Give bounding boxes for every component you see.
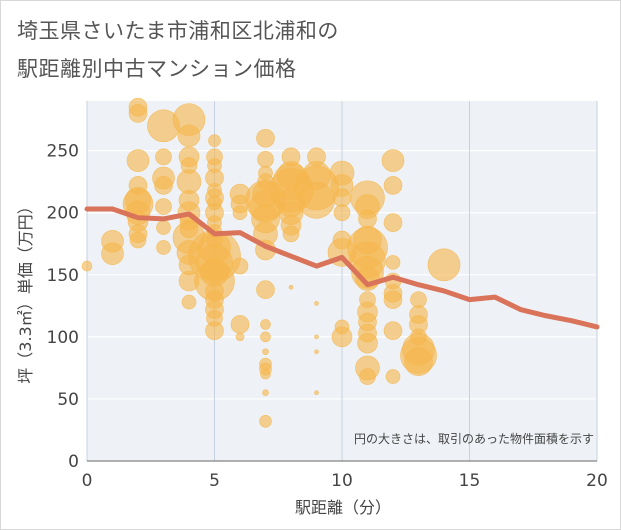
x-tick-label: 15	[459, 471, 481, 491]
data-bubble	[427, 248, 461, 282]
data-bubble	[298, 182, 335, 219]
data-bubble	[260, 331, 271, 343]
data-bubble	[332, 188, 352, 208]
average-price-line	[84, 206, 600, 330]
x-tick-label: 5	[209, 471, 220, 491]
data-bubble	[262, 348, 269, 356]
y-tick-label: 0	[68, 452, 79, 472]
y-tick-label: 250	[47, 142, 79, 162]
data-bubble	[128, 104, 148, 123]
data-bubble	[383, 176, 403, 195]
data-bubble	[177, 124, 201, 148]
data-bubble	[331, 326, 353, 348]
y-axis-label: 坪（3.3㎡）単価（万円）	[16, 198, 35, 383]
y-tick-label: 100	[47, 328, 79, 348]
data-bubble	[383, 321, 403, 340]
data-bubble	[205, 321, 224, 340]
data-bubble	[256, 280, 275, 299]
data-bubble	[385, 369, 401, 384]
data-bubble	[260, 368, 271, 380]
chart-title-line2: 駅距離別中古マンション価格	[17, 57, 297, 81]
data-bubble	[101, 242, 124, 265]
data-bubble	[359, 368, 376, 385]
data-bubble	[232, 205, 248, 221]
data-bubble	[357, 332, 378, 354]
data-bubble	[314, 334, 319, 340]
data-bubble	[256, 128, 275, 148]
data-bubble	[383, 213, 403, 232]
data-bubble	[262, 389, 269, 397]
data-bubble	[208, 134, 221, 148]
x-axis-label: 駅距離（分）	[295, 498, 391, 517]
data-bubble	[154, 176, 173, 195]
data-bubble	[156, 240, 171, 255]
data-bubble	[383, 290, 403, 309]
data-bubble	[81, 260, 93, 272]
chart-title-line1: 埼玉県さいたま市浦和区北浦和の	[17, 19, 339, 43]
data-bubble	[155, 148, 172, 166]
data-bubble	[314, 301, 319, 306]
x-tick-label: 0	[82, 471, 93, 491]
x-tick-label: 10	[331, 471, 353, 491]
data-bubble	[230, 315, 250, 334]
data-bubble	[181, 294, 197, 310]
y-tick-label: 50	[57, 390, 79, 410]
data-bubble	[385, 255, 401, 270]
data-bubble	[314, 390, 319, 396]
data-bubble	[129, 231, 147, 249]
data-bubble	[259, 414, 272, 428]
y-tick-label: 150	[47, 266, 79, 286]
size-note: 円の大きさは、取引のあった物件面積を示す	[354, 431, 594, 446]
y-tick-label: 200	[47, 204, 79, 224]
data-bubble	[381, 149, 405, 172]
x-tick-label: 20	[586, 471, 608, 491]
data-bubble	[288, 284, 294, 290]
data-bubble	[260, 319, 271, 330]
data-bubble	[282, 225, 300, 243]
data-bubble	[333, 204, 351, 222]
data-bubble	[358, 209, 377, 229]
data-bubble	[235, 332, 245, 342]
data-bubble	[314, 349, 319, 355]
data-bubble	[155, 198, 172, 215]
data-bubble	[156, 220, 171, 235]
data-bubble	[126, 149, 150, 172]
data-bubble	[404, 347, 433, 376]
data-bubble	[231, 257, 249, 275]
data-bubble	[257, 151, 274, 168]
